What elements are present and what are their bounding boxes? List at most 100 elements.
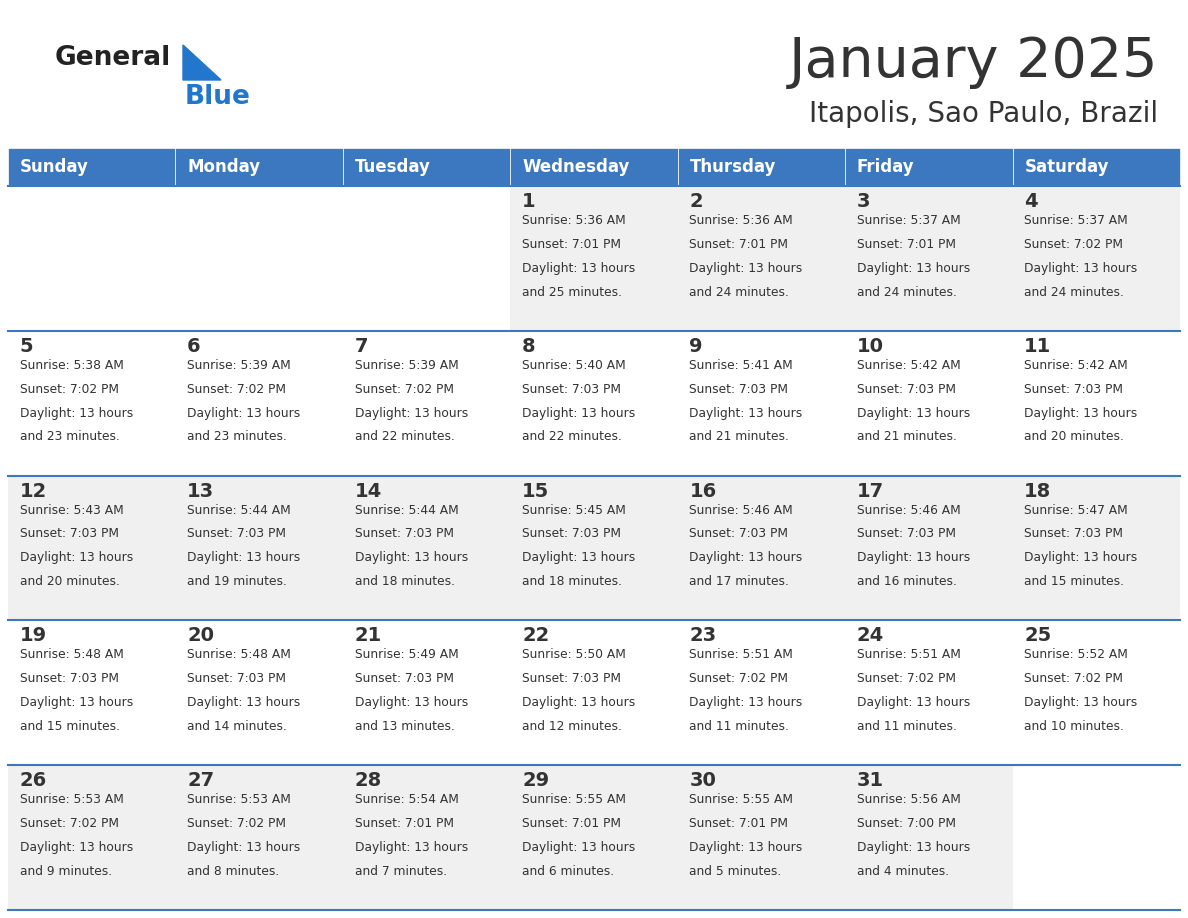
Text: Sunrise: 5:41 AM: Sunrise: 5:41 AM (689, 359, 794, 372)
Text: Sunrise: 5:37 AM: Sunrise: 5:37 AM (857, 214, 961, 227)
Text: Daylight: 13 hours: Daylight: 13 hours (20, 552, 133, 565)
Bar (845, 330, 1012, 476)
Text: Daylight: 13 hours: Daylight: 13 hours (857, 262, 971, 274)
Text: 18: 18 (1024, 482, 1051, 500)
Text: Daylight: 13 hours: Daylight: 13 hours (857, 696, 971, 710)
Text: Daylight: 13 hours: Daylight: 13 hours (188, 407, 301, 420)
Text: Sunrise: 5:40 AM: Sunrise: 5:40 AM (522, 359, 626, 372)
Bar (845, 186, 1012, 330)
Text: Sunset: 7:03 PM: Sunset: 7:03 PM (857, 528, 956, 541)
Text: 4: 4 (1024, 192, 1038, 211)
Text: Itapolis, Sao Paulo, Brazil: Itapolis, Sao Paulo, Brazil (809, 100, 1158, 128)
Text: 24: 24 (857, 626, 884, 645)
Text: Daylight: 13 hours: Daylight: 13 hours (522, 696, 636, 710)
Text: 7: 7 (354, 337, 368, 356)
Text: Daylight: 13 hours: Daylight: 13 hours (857, 841, 971, 854)
Text: Daylight: 13 hours: Daylight: 13 hours (354, 696, 468, 710)
Text: and 15 minutes.: and 15 minutes. (20, 720, 120, 733)
Text: and 16 minutes.: and 16 minutes. (857, 576, 956, 588)
Text: Daylight: 13 hours: Daylight: 13 hours (689, 696, 803, 710)
Text: Sunrise: 5:38 AM: Sunrise: 5:38 AM (20, 359, 124, 372)
Text: Sunrise: 5:43 AM: Sunrise: 5:43 AM (20, 504, 124, 517)
Text: Sunset: 7:03 PM: Sunset: 7:03 PM (689, 383, 789, 396)
Bar (343, 766, 511, 910)
Text: Wednesday: Wednesday (522, 158, 630, 176)
Bar (176, 621, 343, 766)
Text: Sunday: Sunday (20, 158, 89, 176)
Text: Sunrise: 5:51 AM: Sunrise: 5:51 AM (689, 648, 794, 661)
Text: 23: 23 (689, 626, 716, 645)
Text: Sunset: 7:03 PM: Sunset: 7:03 PM (522, 383, 621, 396)
Text: and 13 minutes.: and 13 minutes. (354, 720, 455, 733)
Text: and 19 minutes.: and 19 minutes. (188, 576, 287, 588)
Text: and 17 minutes.: and 17 minutes. (689, 576, 789, 588)
Text: and 8 minutes.: and 8 minutes. (188, 865, 279, 878)
Text: Sunset: 7:02 PM: Sunset: 7:02 PM (188, 817, 286, 830)
Bar (343, 330, 511, 476)
Bar (1012, 766, 1180, 910)
Bar (1012, 330, 1180, 476)
Bar (845, 621, 1012, 766)
Text: 29: 29 (522, 771, 549, 790)
Text: Sunrise: 5:37 AM: Sunrise: 5:37 AM (1024, 214, 1129, 227)
Text: Sunset: 7:02 PM: Sunset: 7:02 PM (188, 383, 286, 396)
Text: Sunset: 7:01 PM: Sunset: 7:01 PM (354, 817, 454, 830)
Text: 9: 9 (689, 337, 703, 356)
Text: Sunset: 7:03 PM: Sunset: 7:03 PM (522, 672, 621, 686)
Text: Monday: Monday (188, 158, 260, 176)
Text: and 14 minutes.: and 14 minutes. (188, 720, 287, 733)
Text: 31: 31 (857, 771, 884, 790)
Text: Daylight: 13 hours: Daylight: 13 hours (1024, 407, 1138, 420)
Bar (343, 148, 511, 186)
Text: January 2025: January 2025 (789, 35, 1158, 89)
Bar (1012, 621, 1180, 766)
Text: Sunrise: 5:52 AM: Sunrise: 5:52 AM (1024, 648, 1129, 661)
Text: 19: 19 (20, 626, 46, 645)
Text: Sunrise: 5:50 AM: Sunrise: 5:50 AM (522, 648, 626, 661)
Text: Thursday: Thursday (689, 158, 776, 176)
Text: 15: 15 (522, 482, 549, 500)
Text: Daylight: 13 hours: Daylight: 13 hours (522, 552, 636, 565)
Bar (8, 148, 176, 186)
Text: Tuesday: Tuesday (354, 158, 430, 176)
Text: Daylight: 13 hours: Daylight: 13 hours (1024, 552, 1138, 565)
Text: Daylight: 13 hours: Daylight: 13 hours (354, 552, 468, 565)
Text: 21: 21 (354, 626, 381, 645)
Text: 10: 10 (857, 337, 884, 356)
Text: Daylight: 13 hours: Daylight: 13 hours (20, 696, 133, 710)
Text: Daylight: 13 hours: Daylight: 13 hours (188, 841, 301, 854)
Text: Sunset: 7:03 PM: Sunset: 7:03 PM (188, 672, 286, 686)
Bar (845, 148, 1012, 186)
Text: 26: 26 (20, 771, 48, 790)
Text: Sunset: 7:01 PM: Sunset: 7:01 PM (522, 238, 621, 251)
Text: and 6 minutes.: and 6 minutes. (522, 865, 614, 878)
Bar (8, 621, 176, 766)
Bar (8, 186, 176, 330)
Text: and 11 minutes.: and 11 minutes. (857, 720, 956, 733)
Bar (511, 476, 677, 621)
Polygon shape (183, 45, 221, 80)
Text: Daylight: 13 hours: Daylight: 13 hours (689, 262, 803, 274)
Bar (677, 766, 845, 910)
Text: Sunset: 7:01 PM: Sunset: 7:01 PM (689, 238, 789, 251)
Text: Sunrise: 5:44 AM: Sunrise: 5:44 AM (354, 504, 459, 517)
Text: Sunset: 7:03 PM: Sunset: 7:03 PM (354, 528, 454, 541)
Text: 6: 6 (188, 337, 201, 356)
Text: and 20 minutes.: and 20 minutes. (1024, 431, 1124, 443)
Text: Sunrise: 5:53 AM: Sunrise: 5:53 AM (20, 793, 124, 806)
Text: 27: 27 (188, 771, 214, 790)
Text: and 23 minutes.: and 23 minutes. (20, 431, 120, 443)
Text: Daylight: 13 hours: Daylight: 13 hours (354, 407, 468, 420)
Bar (176, 186, 343, 330)
Bar (343, 186, 511, 330)
Bar (8, 476, 176, 621)
Text: and 24 minutes.: and 24 minutes. (689, 285, 789, 298)
Text: Sunset: 7:02 PM: Sunset: 7:02 PM (20, 817, 119, 830)
Text: and 7 minutes.: and 7 minutes. (354, 865, 447, 878)
Text: Sunset: 7:00 PM: Sunset: 7:00 PM (857, 817, 956, 830)
Bar (1012, 148, 1180, 186)
Bar (511, 766, 677, 910)
Text: 14: 14 (354, 482, 381, 500)
Text: 2: 2 (689, 192, 703, 211)
Text: and 22 minutes.: and 22 minutes. (522, 431, 621, 443)
